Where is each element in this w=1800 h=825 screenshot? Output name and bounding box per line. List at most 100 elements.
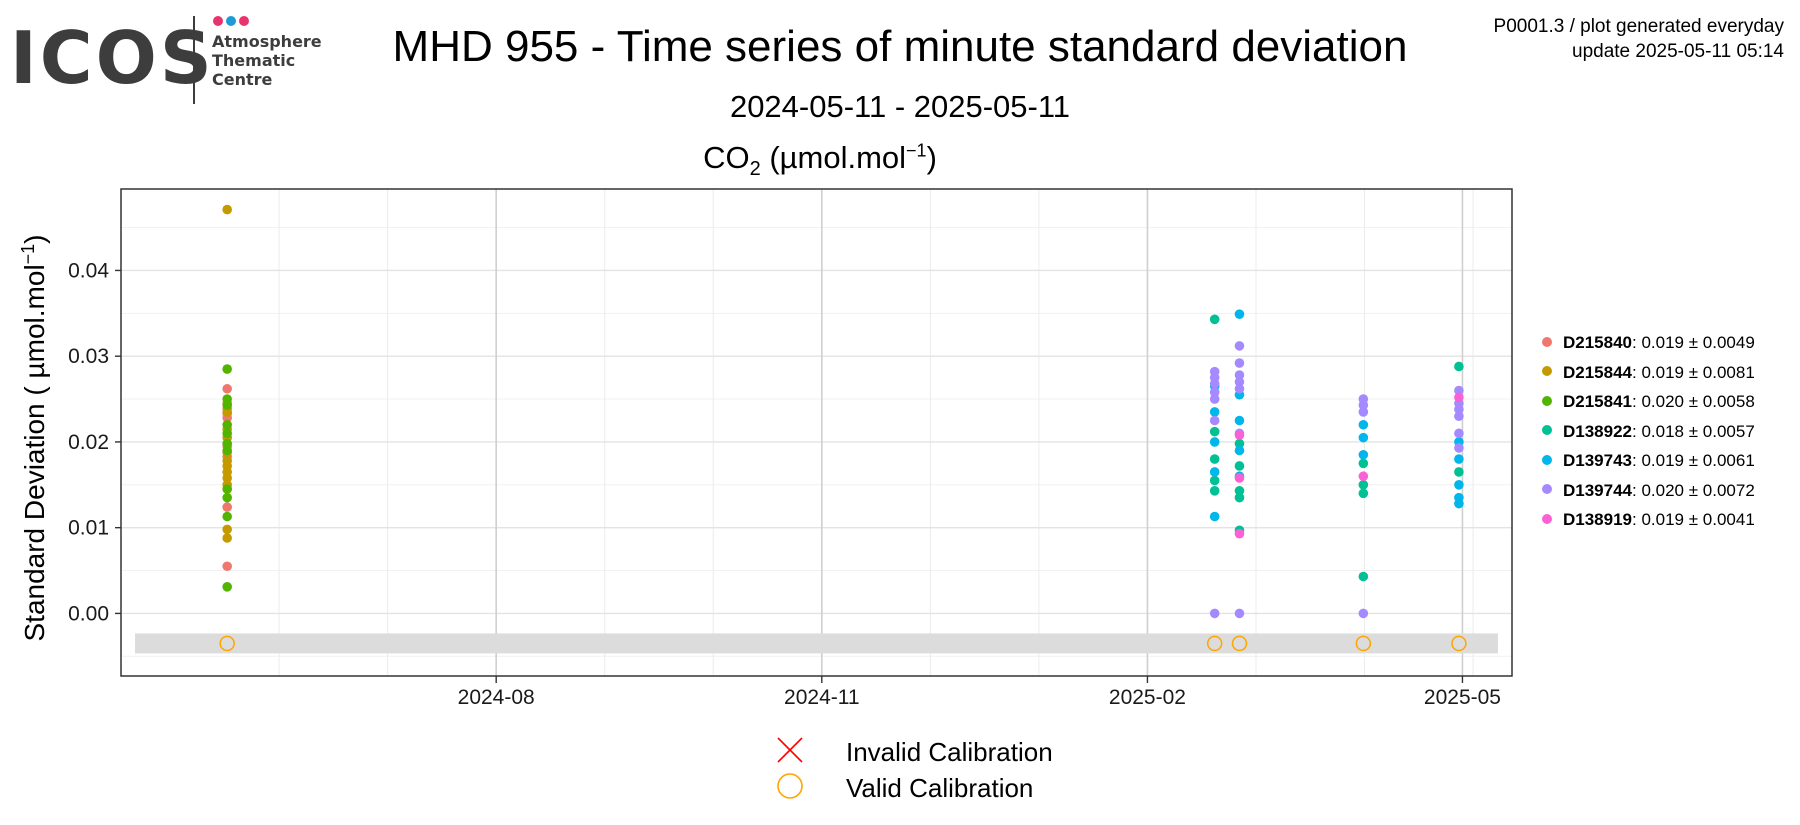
data-point xyxy=(1209,314,1220,325)
plot-border xyxy=(120,188,1513,677)
legend-series-name: D138922 xyxy=(1563,421,1633,441)
calibration-markers xyxy=(219,635,1467,652)
x-tick-label: 2025-05 xyxy=(1424,686,1501,709)
calibration-marker-valid xyxy=(1206,635,1223,652)
data-point xyxy=(1234,383,1245,394)
data-point xyxy=(222,492,232,503)
series-D138919 xyxy=(1234,392,1464,539)
legend-item-D215841: D215841: 0.020 ± 0.0058 xyxy=(1542,392,1755,412)
legend-label: D138919: 0.019 ± 0.0041 xyxy=(1563,510,1755,529)
data-point xyxy=(1358,449,1369,460)
calibration-legend: Invalid Calibration Valid Calibration xyxy=(770,733,1110,811)
data-point xyxy=(1234,415,1245,426)
legend-series-stats: : 0.018 ± 0.0057 xyxy=(1632,421,1755,441)
data-point xyxy=(1209,387,1220,398)
data-point xyxy=(1209,475,1220,486)
data-point xyxy=(1234,445,1245,456)
data-point xyxy=(1358,400,1369,410)
legend-series-name: D215840 xyxy=(1563,333,1633,352)
legend-swatch xyxy=(1542,395,1552,406)
legend-label: D215841: 0.020 ± 0.0058 xyxy=(1563,392,1755,411)
data-point xyxy=(1234,341,1245,351)
y-axis-label-text: Standard Deviation ( µmol.mol xyxy=(19,264,50,641)
data-point xyxy=(1234,492,1245,503)
legend-series-stats: : 0.020 ± 0.0058 xyxy=(1632,392,1755,411)
data-point xyxy=(222,524,232,535)
data-point xyxy=(1209,437,1220,447)
calibration-marker-valid xyxy=(1451,635,1467,652)
data-point xyxy=(1454,480,1464,490)
plot-title-superscript: −1 xyxy=(906,140,927,161)
data-point xyxy=(222,407,232,417)
y-axis-label: Standard Deviation ( µmol.mol−1) xyxy=(18,234,50,641)
logo-dot-2 xyxy=(226,16,236,26)
minor-grid xyxy=(121,189,1512,676)
logo-line-1: Atmosphere xyxy=(212,32,322,51)
legend-series-stats: : 0.019 ± 0.0061 xyxy=(1632,451,1755,470)
data-point xyxy=(1454,411,1464,422)
legend-label: D139744: 0.020 ± 0.0072 xyxy=(1563,481,1755,500)
data-point xyxy=(1209,454,1220,464)
y-tick-label: 0.03 xyxy=(68,345,109,368)
data-point xyxy=(1454,361,1464,372)
meta-line-product: P0001.3 / plot generated everyday xyxy=(1493,16,1784,37)
plot-title-close: ) xyxy=(926,140,937,175)
data-point xyxy=(1358,407,1369,417)
data-point xyxy=(222,511,232,522)
legend-series-stats: : 0.020 ± 0.0072 xyxy=(1632,480,1755,500)
calibration-marker-valid xyxy=(1355,635,1372,652)
series-D139744 xyxy=(1209,341,1464,619)
logo-dot-1 xyxy=(213,16,223,26)
legend-label: D138922: 0.018 ± 0.0057 xyxy=(1563,422,1755,441)
data-point xyxy=(1234,473,1245,483)
logo-wordmark: ICOS xyxy=(10,16,215,100)
data-point xyxy=(1358,480,1369,490)
data-point xyxy=(1358,608,1369,619)
invalid-calibration-label: Invalid Calibration xyxy=(846,737,1053,767)
icos-logo: ICOS Atmosphere Thematic Centre xyxy=(10,14,340,110)
data-point xyxy=(1209,407,1220,417)
major-grid xyxy=(121,189,1512,676)
invalid-calibration-icon xyxy=(777,737,803,763)
legend-swatch xyxy=(1542,366,1552,377)
data-point xyxy=(222,445,232,456)
calibration-marker-valid xyxy=(219,635,235,652)
legend-swatch xyxy=(1542,513,1552,524)
data-point xyxy=(1209,486,1220,496)
data-point xyxy=(222,428,232,439)
data-point xyxy=(1234,608,1245,619)
legend-item-D138922: D138922: 0.018 ± 0.0057 xyxy=(1542,422,1755,442)
plot-title-subscript: 2 xyxy=(749,158,761,181)
legend-item-D215840: D215840: 0.019 ± 0.0049 xyxy=(1542,333,1755,353)
data-point xyxy=(1234,438,1245,449)
data-point xyxy=(222,582,232,592)
data-point xyxy=(222,383,232,394)
data-point xyxy=(1454,443,1464,453)
data-point xyxy=(1209,467,1220,477)
data-point xyxy=(222,400,232,410)
legend-series-name: D138919 xyxy=(1563,510,1633,529)
data-point xyxy=(1234,358,1245,368)
y-tick-label: 0.04 xyxy=(68,259,109,282)
y-axis-ticks: 0.00 0.01 0.02 0.03 0.04 xyxy=(68,259,121,625)
meta-line-update: update 2025-05-11 05:14 xyxy=(1572,41,1784,62)
data-point xyxy=(1358,471,1369,482)
data-point xyxy=(1358,488,1369,499)
legend-label: D215844: 0.019 ± 0.0081 xyxy=(1563,363,1755,382)
legend-item-D138919: D138919: 0.019 ± 0.0041 xyxy=(1542,510,1755,530)
logo-line-2: Thematic xyxy=(212,51,296,70)
data-point xyxy=(1234,309,1245,319)
logo-line-3: Centre xyxy=(212,70,273,89)
data-point xyxy=(1209,426,1220,437)
data-point xyxy=(1209,378,1220,389)
y-axis-label-close: ) xyxy=(19,234,50,243)
calibration-marker-valid xyxy=(1231,635,1248,652)
series-D215841 xyxy=(222,364,232,592)
data-point xyxy=(1454,467,1464,477)
legend-swatch xyxy=(1542,336,1552,347)
valid-calibration-icon xyxy=(777,773,803,799)
data-point xyxy=(1358,458,1369,469)
legend-series-stats: : 0.019 ± 0.0049 xyxy=(1632,333,1755,352)
legend-item-D139744: D139744: 0.020 ± 0.0072 xyxy=(1542,481,1755,501)
